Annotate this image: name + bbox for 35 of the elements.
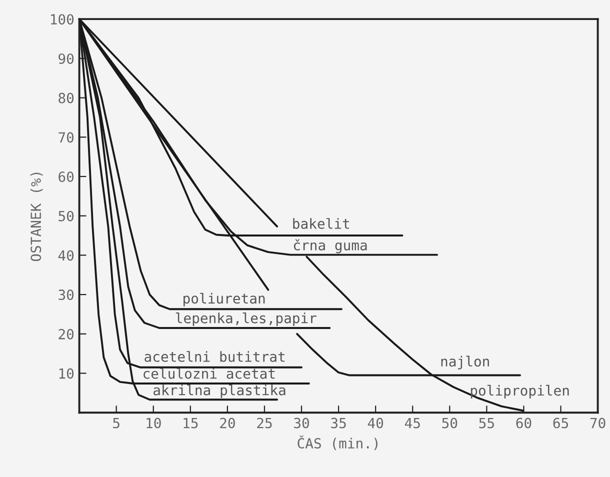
x-tick-label: 65 [553,418,568,428]
x-tick-label: 25 [257,418,272,428]
y-tick-label: 80 [58,92,74,104]
y-tick-label: 20 [58,328,74,340]
y-tick-label: 100 [51,14,74,25]
annotation: akrilna plastika [154,384,286,398]
x-tick-label: 40 [368,418,384,428]
x-tick-label: 10 [146,418,161,428]
x-tick-label: 30 [294,418,309,428]
x-tick-label: 5 [113,418,120,428]
annotation: acetelni butitrat [144,351,285,362]
x-tick-label: 70 [590,418,606,428]
x-tick-label: 45 [404,418,420,428]
annotation: črna guma [294,239,367,254]
x-tick-label: 20 [220,418,235,428]
annotation: celulozni acetat [144,368,275,379]
y-tick-label: 60 [58,171,74,182]
y-tick-label: 30 [58,290,74,300]
x-tick-label: 35 [331,418,346,428]
y-tick-label: 70 [58,132,74,143]
annotation: poliuretan [184,292,265,306]
annotation: polipropilen [470,384,569,398]
annotation: bakelit [293,218,350,229]
x-tick-label: 15 [184,418,198,428]
y-tick-label: 90 [58,53,74,64]
y-tick-label: 10 [59,368,74,379]
annotation: lepenka,les,papir [176,312,316,326]
x-tick-label: 50 [442,418,458,428]
x-tick-label: 60 [516,418,532,428]
y-tick-label: 50 [58,210,74,222]
y-tick-label: 40 [58,250,74,261]
x-axis-title: ČAS (min.) [298,435,378,450]
annotation: najlon [441,356,489,370]
x-tick-label: 55 [479,418,494,428]
y-axis-title: OSTANEK (%) [30,172,43,262]
